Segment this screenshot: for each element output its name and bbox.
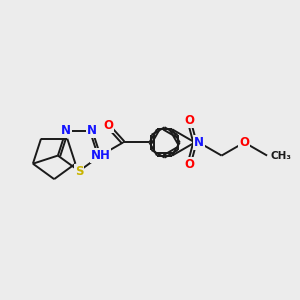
Text: O: O: [184, 114, 194, 128]
Text: O: O: [239, 136, 249, 149]
Text: O: O: [184, 158, 194, 170]
Text: N: N: [194, 136, 204, 149]
Text: O: O: [103, 119, 113, 132]
Text: N: N: [87, 124, 97, 137]
Text: N: N: [61, 124, 71, 137]
Text: NH: NH: [91, 149, 110, 162]
Text: S: S: [75, 164, 83, 178]
Text: CH₃: CH₃: [270, 151, 291, 160]
